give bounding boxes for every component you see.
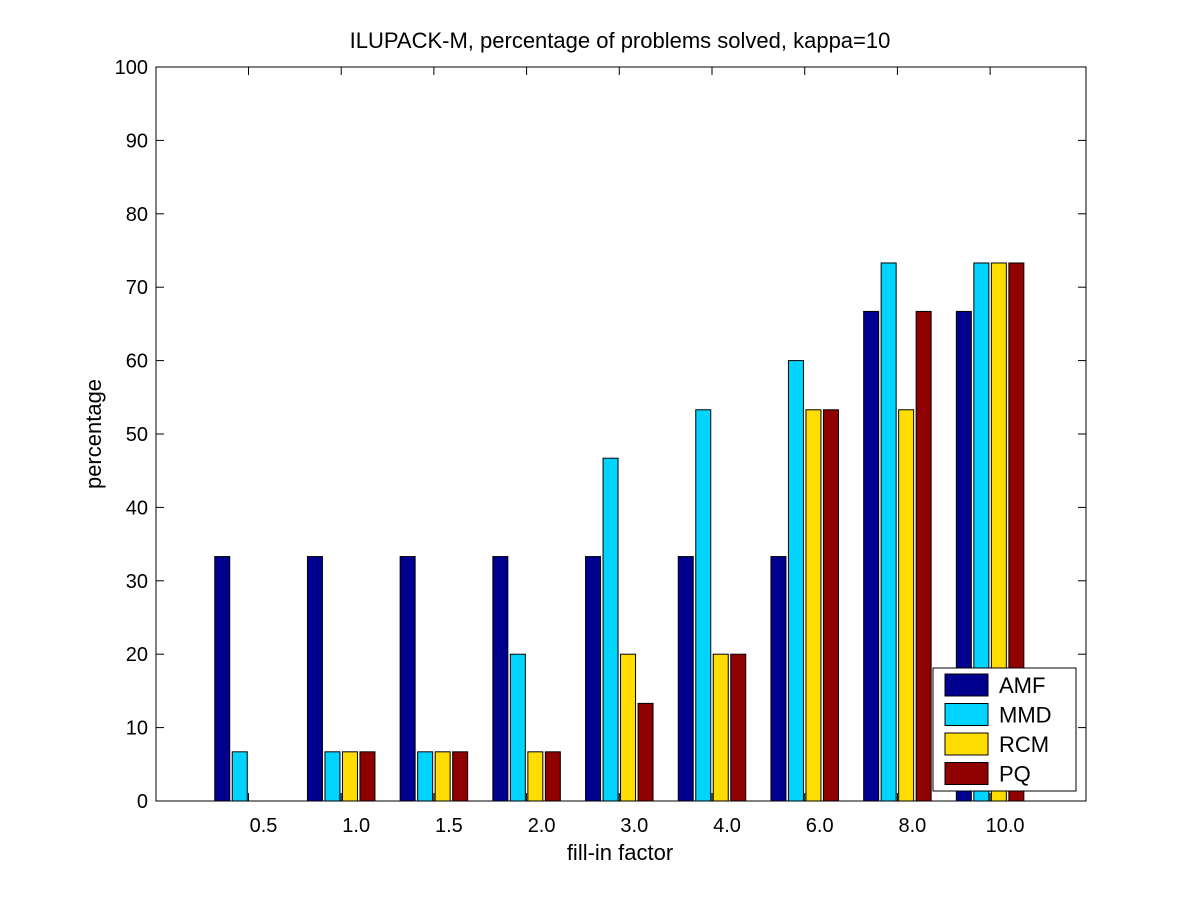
x-tick-label: 1.0: [342, 815, 370, 837]
legend-swatch-rcm: [944, 732, 989, 756]
bar-rcm-4.0: [712, 653, 729, 802]
legend-swatch-mmd: [944, 703, 989, 726]
bar-pq-8.0: [915, 310, 932, 802]
y-tick-label: 60: [126, 351, 148, 373]
x-tick-label: 0.5: [250, 815, 278, 837]
legend-label-mmd: MMD: [999, 703, 1052, 728]
legend-swatch-pq: [944, 762, 989, 785]
legend-label-amf: AMF: [999, 673, 1045, 698]
y-tick-label: 100: [115, 57, 148, 79]
x-axis-label: fill-in factor: [567, 840, 673, 865]
y-axis-label: percentage: [81, 379, 106, 489]
axis-ticks: 0 10 20 30 40 50 60 70 80 90 100 0.5 1.0 1.5 2.0 3.0 4.0…: [115, 57, 1086, 837]
bar-pq-2.0: [544, 751, 561, 802]
x-tick-label: 3.0: [620, 815, 648, 837]
bar-mmd-0.5: [231, 751, 248, 802]
bars-group: [214, 262, 1025, 802]
bar-mmd-6.0: [787, 360, 804, 802]
bar-amf-1.0: [306, 556, 323, 802]
bar-pq-1.5: [452, 751, 469, 802]
bar-mmd-2.0: [509, 653, 526, 802]
bar-mmd-1.5: [417, 751, 434, 802]
legend-label-rcm: RCM: [999, 732, 1049, 757]
bar-mmd-3.0: [602, 457, 619, 802]
y-tick-label: 50: [126, 424, 148, 446]
bar-amf-6.0: [770, 556, 787, 802]
bar-rcm-2.0: [527, 751, 544, 802]
x-tick-label: 4.0: [713, 815, 741, 837]
legend: AMF MMD RCM PQ: [932, 667, 1077, 792]
y-tick-label: 70: [126, 277, 148, 299]
bar-pq-6.0: [822, 409, 839, 802]
y-tick-label: 20: [126, 644, 148, 666]
bar-mmd-1.0: [324, 751, 341, 802]
x-tick-label: 8.0: [898, 815, 926, 837]
bar-amf-8.0: [863, 310, 880, 802]
bar-mmd-4.0: [695, 409, 712, 802]
bar-rcm-1.5: [434, 751, 451, 802]
y-tick-label: 40: [126, 497, 148, 519]
bar-rcm-8.0: [898, 409, 915, 802]
bar-mmd-8.0: [880, 262, 897, 802]
y-tick-label: 0: [137, 791, 148, 813]
bar-amf-4.0: [677, 556, 694, 802]
bar-pq-1.0: [359, 751, 376, 802]
bar-amf-3.0: [585, 556, 602, 802]
bar-rcm-1.0: [341, 751, 358, 802]
bar-amf-0.5: [214, 556, 231, 802]
x-tick-label: 1.5: [435, 815, 463, 837]
legend-label-pq: PQ: [999, 762, 1031, 787]
legend-swatch-amf: [944, 673, 989, 697]
bar-amf-1.5: [399, 556, 416, 802]
x-tick-label: 10.0: [986, 815, 1025, 837]
chart-title: ILUPACK-M, percentage of problems solved…: [350, 28, 891, 53]
bar-rcm-3.0: [620, 653, 637, 802]
bar-pq-4.0: [730, 653, 747, 802]
x-tick-label: 2.0: [528, 815, 556, 837]
bar-amf-2.0: [492, 556, 509, 802]
bar-pq-3.0: [637, 702, 654, 802]
y-tick-label: 80: [126, 204, 148, 226]
bar-rcm-6.0: [805, 409, 822, 802]
y-tick-label: 90: [126, 130, 148, 152]
x-tick-label: 6.0: [806, 815, 834, 837]
y-tick-label: 30: [126, 571, 148, 593]
y-tick-label: 10: [126, 718, 148, 740]
